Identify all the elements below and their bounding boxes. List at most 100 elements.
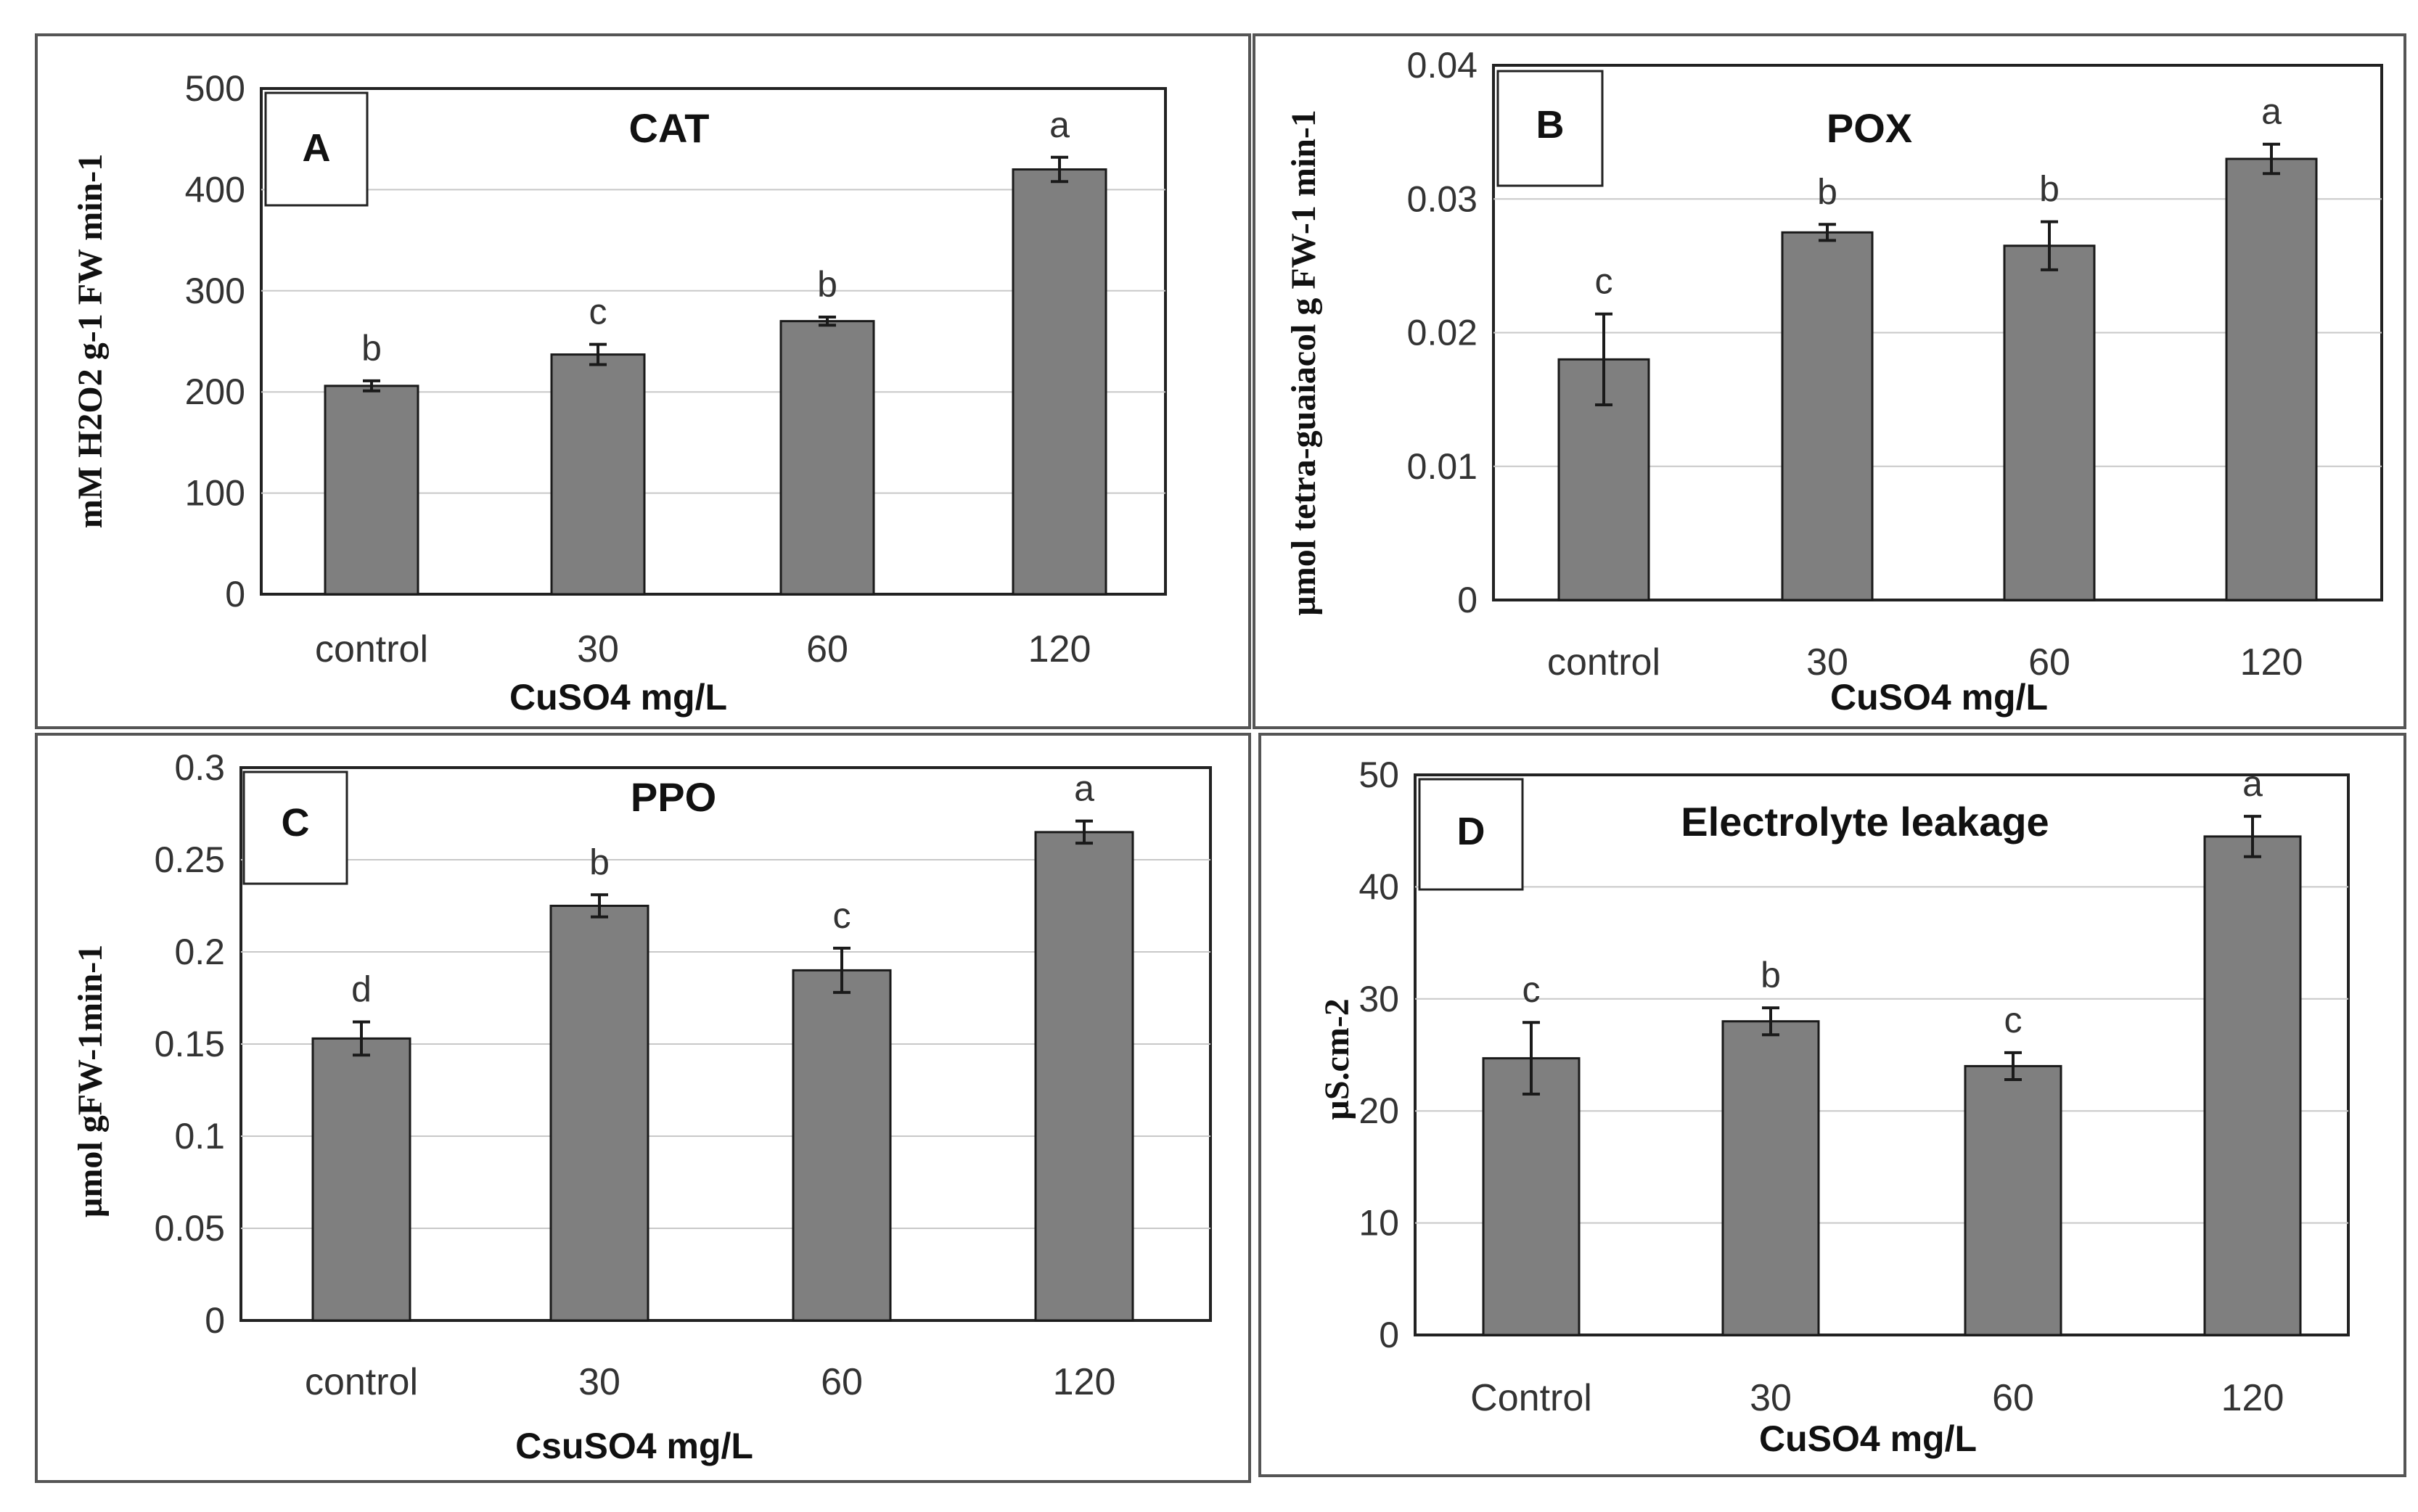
panel-a-letter: A	[303, 126, 331, 170]
panel-a-title: CAT	[629, 105, 710, 151]
panel-d-letter: D	[1457, 810, 1485, 853]
panel-d-y-tick-label: 20	[1358, 1090, 1399, 1131]
panel-a-bars: b c b a	[324, 104, 1107, 596]
panel-b-y-axis-label: µmol tetra-guaiacol g FW-1 min-1	[1284, 110, 1323, 616]
panel-b-y-tick-label: 0.04	[1407, 45, 1478, 86]
panel-b-y-tick-label: 0.03	[1407, 178, 1478, 219]
panel-c-x-axis-label: CsuSO4 mg/L	[515, 1426, 753, 1466]
panel-d-category-label: 120	[2221, 1377, 2284, 1419]
panel-d-category-label: Control	[1470, 1377, 1592, 1419]
panel-c-significance-label: a	[1074, 768, 1094, 809]
panel-c-bar	[1034, 831, 1134, 1322]
panel-d-bar	[1964, 1064, 2062, 1336]
panel-a-category-label: 120	[1028, 628, 1091, 670]
panel-b-significance-label: b	[1817, 171, 1837, 212]
panel-c-category-label: 120	[1053, 1361, 1116, 1403]
panel-d-bars: c b c a	[1482, 763, 2302, 1336]
panel-b-y-tick-label: 0.01	[1407, 446, 1478, 487]
panel-d-bar	[2203, 835, 2302, 1336]
panel-b-category-label: 120	[2240, 641, 2303, 683]
panel-b-letter-box	[1496, 70, 1604, 187]
panel-b-error-bar	[1595, 312, 1612, 406]
panel-d-bar	[1482, 1057, 1581, 1336]
panel-a-error-bar	[363, 379, 380, 393]
panel-b-significance-label: b	[2039, 169, 2060, 210]
panel-d-bar	[1721, 1020, 1820, 1336]
panel-a-error-bar	[819, 316, 836, 327]
panel-c-letter: C	[282, 801, 310, 845]
panel-a-category-label: 60	[806, 628, 848, 670]
panel-a-bar	[324, 385, 419, 596]
panel-a-significance-label: b	[361, 328, 382, 369]
panel-d-error-bar	[1762, 1006, 1779, 1037]
panel-a-y-tick-label: 100	[185, 473, 245, 514]
panel-c-y-tick-label: 0.05	[155, 1208, 225, 1249]
panel-a-significance-label: b	[817, 264, 837, 305]
panel-c-bar	[792, 969, 892, 1322]
panel-d-significance-label: b	[1761, 955, 1781, 995]
panel-c-category-label: 30	[578, 1361, 620, 1403]
panel-d-y-axis-label: µS.cm-2	[1318, 998, 1356, 1120]
panel-a-x-ticks: control 30 60 120	[315, 628, 1091, 670]
panel-a-y-ticks: 0 100 200 300 400 500	[185, 68, 245, 615]
panel-c-error-bar	[353, 1020, 370, 1057]
panel-a-y-axis-label: mM H2O2 g-1 FW min-1	[71, 154, 110, 528]
panel-c-y-axis-label: µmol gFW-1min-1	[71, 945, 110, 1218]
panel-a-category-label: control	[315, 628, 428, 670]
panel-b-significance-label: c	[1595, 261, 1613, 302]
panel-b: cb ba 00.010.020.030.04 control 30 60 120 B …	[1253, 33, 2406, 729]
panel-c-frame	[35, 733, 1251, 1483]
panel-b-category-label: 30	[1806, 641, 1848, 683]
panel-c-significance-label: c	[833, 895, 851, 936]
panel-d: c b c a 0 10 20 30 40 50 Control 30 60 120 D Electr…	[1258, 733, 2406, 1477]
panel-b-x-ticks: control 30 60 120	[1547, 641, 2303, 683]
panel-a-bar	[779, 320, 875, 596]
panel-d-y-tick-label: 30	[1358, 979, 1399, 1019]
panel-b-error-bar	[2041, 220, 2058, 271]
panel-a-bar	[550, 353, 646, 596]
panel-c-category-label: control	[305, 1361, 418, 1403]
panel-d-x-ticks: Control 30 60 120	[1470, 1377, 2284, 1419]
panel-d-frame	[1258, 733, 2406, 1477]
panel-a-error-bar	[1051, 155, 1068, 184]
panel-d-title: Electrolyte leakage	[1681, 799, 2049, 845]
panel-c-error-bar	[1075, 819, 1093, 845]
panel-b-y-tick-label: 0	[1457, 580, 1478, 620]
panel-c-x-ticks: control 30 60 120	[305, 1361, 1115, 1403]
panel-c-y-tick-label: 0.15	[155, 1024, 225, 1064]
panel-c-significance-label: d	[351, 969, 372, 1010]
panel-b-error-bar	[2263, 142, 2280, 176]
panel-a-category-label: 30	[577, 628, 619, 670]
panel-b-title: POX	[1827, 105, 1912, 151]
panel-d-error-bar	[2004, 1051, 2022, 1081]
panel-b-bar	[2225, 157, 2318, 601]
panel-a-y-tick-label: 400	[185, 169, 245, 210]
panel-c-bar	[311, 1037, 411, 1322]
panel-a-y-tick-label: 300	[185, 271, 245, 311]
panel-a-bar	[1012, 168, 1107, 596]
panel-b-category-label: control	[1547, 641, 1660, 683]
panel-a-y-tick-label: 0	[225, 574, 245, 615]
panel-a-significance-label: a	[1049, 104, 1070, 145]
panel-c-y-tick-label: 0.1	[174, 1116, 225, 1156]
panel-b-bar	[1781, 231, 1874, 601]
panel-d-y-tick-label: 40	[1358, 866, 1399, 907]
panel-a-y-tick-label: 200	[185, 371, 245, 412]
panel-d-x-axis-label: CuSO4 mg/L	[1759, 1418, 1977, 1459]
panel-b-y-tick-label: 0.02	[1407, 313, 1478, 353]
panel-b-error-bar	[1819, 223, 1836, 242]
panel-a: b c b a 0 100 200 300 400 500 control 30 60 120 A C…	[35, 33, 1251, 729]
panel-c-title: PPO	[631, 774, 716, 820]
panel-c-category-label: 60	[821, 1361, 863, 1403]
panel-d-significance-label: c	[2004, 1000, 2022, 1040]
panel-b-x-axis-label: CuSO4 mg/L	[1830, 677, 2048, 718]
panel-c-error-bar	[833, 946, 851, 994]
panel-d-error-bar	[2244, 815, 2261, 858]
panel-d-y-tick-label: 50	[1358, 755, 1399, 795]
panel-d-error-bar	[1522, 1021, 1540, 1096]
panel-b-letter: B	[1536, 103, 1565, 147]
panel-c-y-tick-label: 0.25	[155, 839, 225, 880]
panel-a-frame	[35, 33, 1251, 729]
panel-c-significance-label: b	[589, 842, 610, 882]
